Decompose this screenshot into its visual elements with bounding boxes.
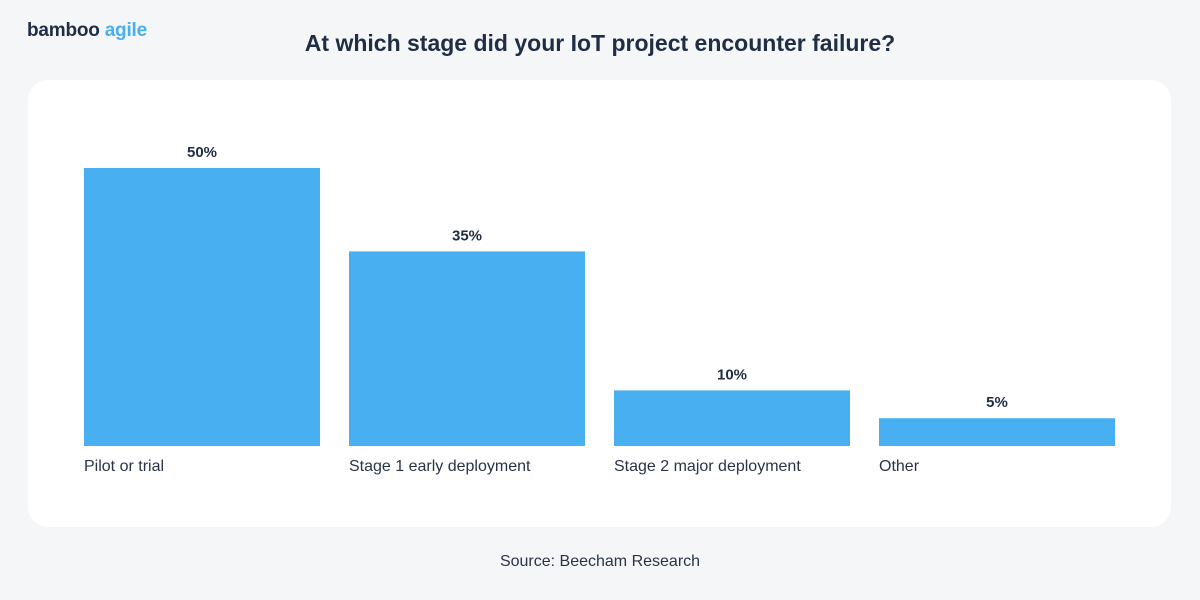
data-label: 35% <box>452 227 482 244</box>
logo-text-agile: agile <box>104 20 148 41</box>
category-label: Other <box>879 458 920 475</box>
data-label: 10% <box>717 366 747 383</box>
brand-logo: bamboo agile <box>27 20 147 42</box>
category-label: Stage 1 early deployment <box>349 458 531 475</box>
logo-text-bamboo: bamboo <box>27 20 100 41</box>
category-label: Stage 2 major deployment <box>614 458 801 475</box>
bar <box>879 418 1115 446</box>
bar <box>349 251 585 446</box>
chart-title: At which stage did your IoT project enco… <box>304 30 896 56</box>
source-note: Source: Beecham Research <box>499 553 701 570</box>
category-label: Pilot or trial <box>84 458 164 475</box>
bar <box>614 390 850 446</box>
data-label: 5% <box>986 394 1008 411</box>
data-label: 50% <box>187 144 217 161</box>
bar <box>84 168 320 446</box>
